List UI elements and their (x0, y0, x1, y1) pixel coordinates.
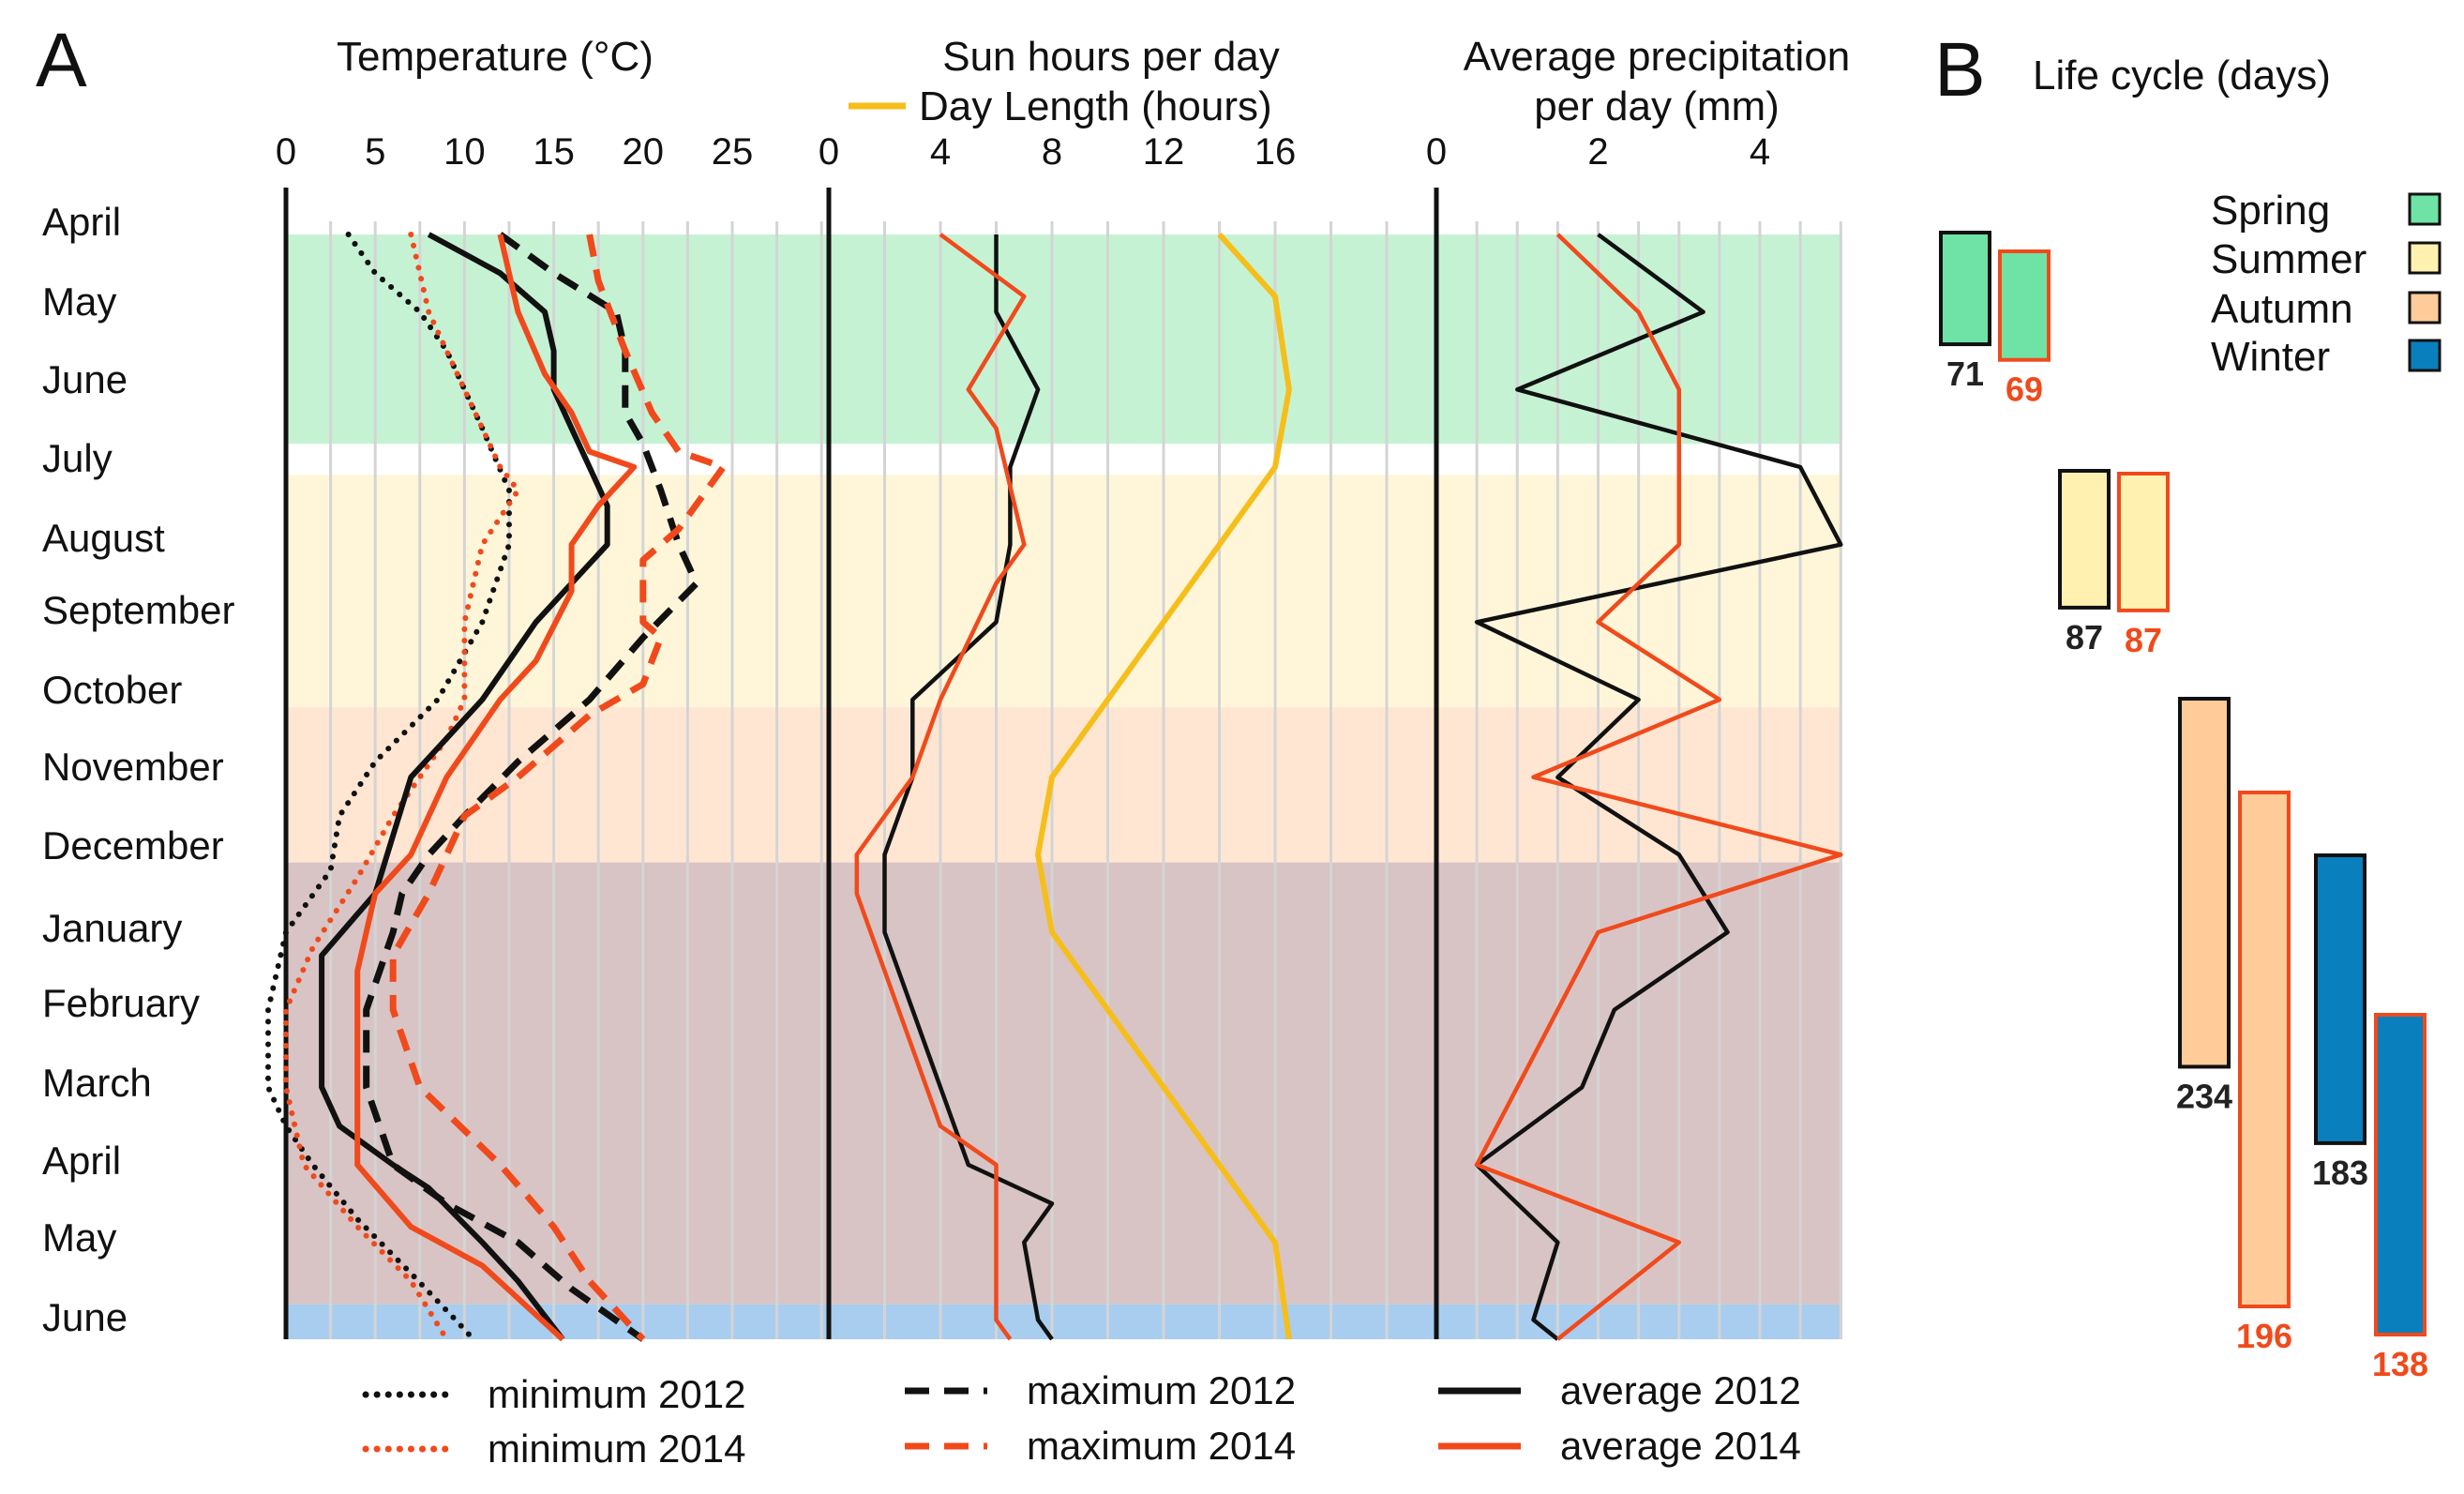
month-label: August (42, 516, 165, 560)
bar-label-2012: 234 (2176, 1077, 2232, 1115)
bar-2012-winter (2314, 853, 2366, 1145)
bar-label-2012: 183 (2312, 1154, 2368, 1192)
bar-label-2014: 196 (2236, 1317, 2292, 1355)
bar-2012-summer (2058, 469, 2111, 610)
legend-label-max2012: maximum 2012 (1027, 1368, 1296, 1412)
month-label: March (42, 1061, 152, 1105)
x-tick-label: 2 (1587, 131, 1608, 173)
x-tick-labels: 0 5 10 15 20 25 0 4 8 12 16 0 2 4 (276, 131, 1770, 173)
season-band-summer (286, 475, 1842, 708)
legend-label-avg2012: average 2012 (1560, 1368, 1801, 1412)
bar-label-2012: 87 (2066, 618, 2103, 656)
season-legend-swatch-spring (2408, 192, 2441, 226)
gridlines (329, 221, 1842, 1339)
bar-label-2014: 87 (2125, 621, 2162, 659)
sun-hours-title: Sun hours per day (942, 34, 1280, 80)
bar-2014-winter (2374, 1013, 2426, 1336)
temperature-title: Temperature (°C) (337, 34, 654, 80)
season-legend-label: Winter (2211, 334, 2330, 380)
x-tick-label: 15 (533, 131, 575, 173)
panel-b-label: B (1934, 27, 1986, 113)
x-tick-label: 12 (1143, 131, 1185, 173)
season-legend-swatch-autumn (2408, 291, 2441, 324)
bar-2012-autumn (2178, 697, 2231, 1069)
x-tick-label: 25 (712, 131, 754, 173)
month-label: November (42, 745, 224, 789)
month-label: April (42, 1139, 121, 1183)
precipitation-title-line1: Average precipitation (1464, 34, 1851, 80)
x-tick-label: 20 (623, 131, 665, 173)
season-backgrounds (286, 234, 1842, 1339)
x-tick-label: 4 (930, 131, 951, 173)
x-tick-label: 10 (443, 131, 486, 173)
month-label: June (42, 1295, 128, 1339)
series-line-day-length-hours- (1035, 232, 1292, 1340)
x-tick-label: 8 (1042, 131, 1062, 173)
series-line-precip-2012 (1474, 233, 1843, 1341)
bar-2014-spring (1998, 249, 2051, 362)
season-legend-label: Summer (2211, 236, 2366, 282)
x-tick-label: 4 (1750, 131, 1770, 173)
season-legend-label: Spring (2211, 188, 2330, 234)
x-tick-label: 0 (276, 131, 296, 173)
season-legend-label: Autumn (2211, 286, 2353, 332)
season-legend-swatch-winter (2408, 339, 2441, 372)
panel-a-label: A (36, 18, 87, 103)
season-band-autumn (286, 707, 1842, 863)
series-line-average-2014 (354, 234, 638, 1342)
series-line-sun-2014 (854, 233, 1027, 1341)
series-line-precip-2014 (1474, 233, 1843, 1341)
x-tick-label: 5 (365, 131, 385, 173)
series-line-minimum-2014 (283, 232, 521, 1342)
month-label: April (42, 200, 121, 244)
life-cycle-title: Life cycle (days) (2033, 53, 2331, 98)
month-label: May (42, 279, 116, 324)
bar-2012-spring (1939, 231, 1991, 347)
month-label: January (42, 906, 182, 950)
life-cycle-bars: 71 69 87 87 234 196 183 138 (1939, 231, 2428, 1383)
season-band-spring (286, 234, 1842, 445)
season-legend-swatch-summer (2408, 241, 2441, 275)
series-line-sun-2012 (882, 234, 1055, 1341)
x-tick-label: 0 (819, 131, 839, 173)
x-tick-label: 0 (1426, 131, 1447, 173)
month-label: December (42, 823, 224, 868)
month-label: February (42, 981, 200, 1025)
legend-label-min2012: minimum 2012 (488, 1372, 745, 1416)
panel-axes (283, 188, 1439, 1339)
month-label: September (42, 588, 234, 632)
month-label: October (42, 668, 182, 712)
month-label: July (42, 436, 113, 480)
month-labels: April May June July August September October No… (42, 200, 234, 1339)
legend-label-avg2014: average 2014 (1560, 1424, 1801, 1468)
series-line-minimum-2012 (265, 232, 512, 1342)
bar-2014-autumn (2238, 791, 2291, 1308)
bar-label-2014: 138 (2372, 1345, 2428, 1383)
month-label: May (42, 1215, 116, 1260)
x-tick-label: 16 (1255, 131, 1297, 173)
bar-2014-summer (2117, 472, 2170, 612)
bar-label-2014: 69 (2006, 370, 2043, 409)
season-band-june (286, 1304, 1842, 1339)
bar-label-2012: 71 (1946, 355, 1984, 393)
month-label: June (42, 357, 128, 401)
series-line-maximum-2014 (389, 234, 727, 1342)
line-legend: minimum 2012 minimum 2014 maximum 2012 maxi… (362, 1368, 1801, 1471)
legend-label-min2014: minimum 2014 (488, 1426, 745, 1471)
day-length-legend-label: Day Length (hours) (919, 83, 1272, 129)
precipitation-title-line2: per day (mm) (1534, 83, 1780, 129)
legend-label-max2014: maximum 2014 (1027, 1424, 1296, 1468)
data-lines (265, 232, 1843, 1342)
